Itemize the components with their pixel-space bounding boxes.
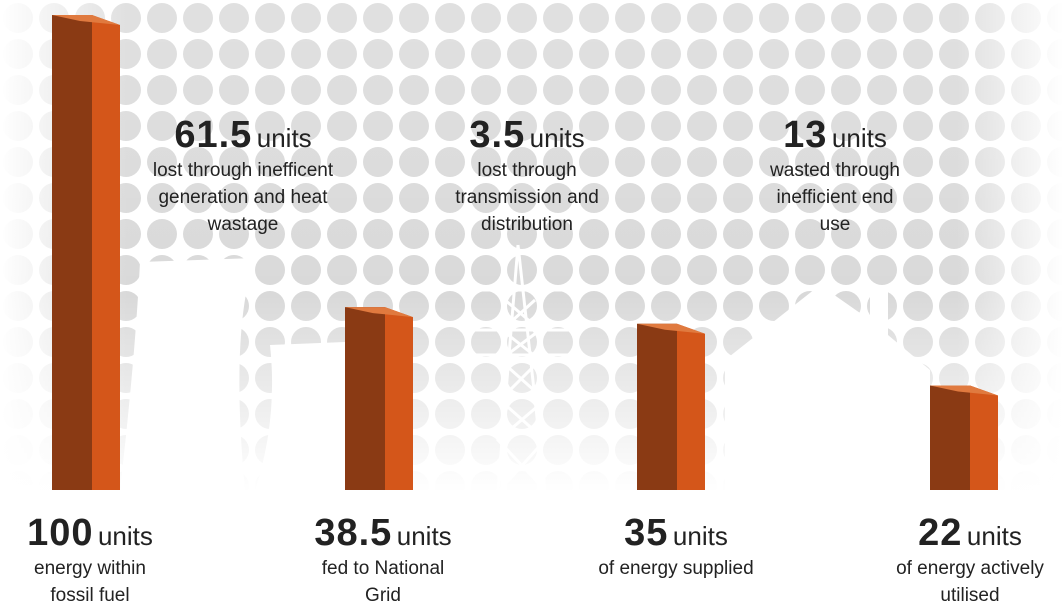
unit: units (397, 521, 452, 551)
bar-side (92, 15, 120, 490)
loss-line: 13 units (705, 114, 965, 157)
category-label: energy within fossil fuel (15, 555, 165, 607)
loss-line: 3.5 units (397, 114, 657, 157)
value-number: 35 (624, 512, 668, 554)
bar (637, 324, 677, 490)
unit: units (257, 123, 312, 153)
bar-side (677, 324, 705, 490)
value-line: 100 units (0, 512, 220, 555)
bar-side (385, 307, 413, 490)
loss-line: 61.5 units (113, 114, 373, 157)
unit: units (530, 123, 585, 153)
value-line: 38.5 units (253, 512, 513, 555)
value-line: 35 units (546, 512, 806, 555)
loss-number: 3.5 (469, 114, 525, 156)
unit: units (673, 521, 728, 551)
bar-side (970, 386, 998, 491)
loss-description: wasted through inefficient end use (760, 157, 910, 238)
cooling-tower (120, 258, 255, 490)
bar (930, 386, 970, 491)
category-label: fed to National Grid (318, 555, 448, 607)
unit: units (967, 521, 1022, 551)
loss-description: lost through inefficent generation and h… (136, 157, 351, 238)
bar (52, 15, 92, 490)
value-number: 100 (27, 512, 93, 554)
unit: units (98, 521, 153, 551)
value-number: 38.5 (314, 512, 392, 554)
loss-description: lost through transmission and distributi… (452, 157, 602, 238)
loss-number: 61.5 (174, 114, 252, 156)
loss-number: 13 (783, 114, 827, 156)
unit: units (832, 123, 887, 153)
bar (345, 307, 385, 490)
category-label: of energy supplied (566, 555, 786, 582)
category-label: of energy actively utilised (875, 555, 1063, 607)
value-line: 22 units (840, 512, 1063, 555)
infographic: 100 unitsenergy within fossil fuel38.5 u… (0, 0, 1063, 607)
value-number: 22 (918, 512, 962, 554)
